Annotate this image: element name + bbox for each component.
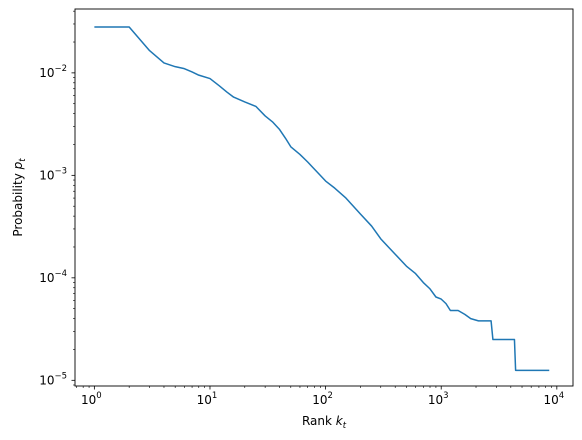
x-tick-label: 104 [543,391,564,407]
y-tick-label: 10−2 [39,64,67,80]
x-tick-label: 101 [197,391,218,407]
y-axis-label: Probability pt [11,158,28,237]
y-tick-label: 10−4 [39,269,67,285]
series-line-1 [94,26,550,372]
x-axis: 100 101 102 103 104 [76,386,564,407]
x-axis-label: Rank kt [302,414,347,431]
chart-marks [94,26,550,372]
plot-frame [74,8,574,387]
y-axis: 10−5 10−4 10−3 10−2 [39,10,75,387]
y-tick-label: 10−5 [39,371,67,387]
x-tick-label: 103 [428,391,449,407]
y-tick-label: 10−3 [39,166,67,182]
x-tick-label: 100 [81,391,102,407]
x-tick-label: 102 [312,391,333,407]
